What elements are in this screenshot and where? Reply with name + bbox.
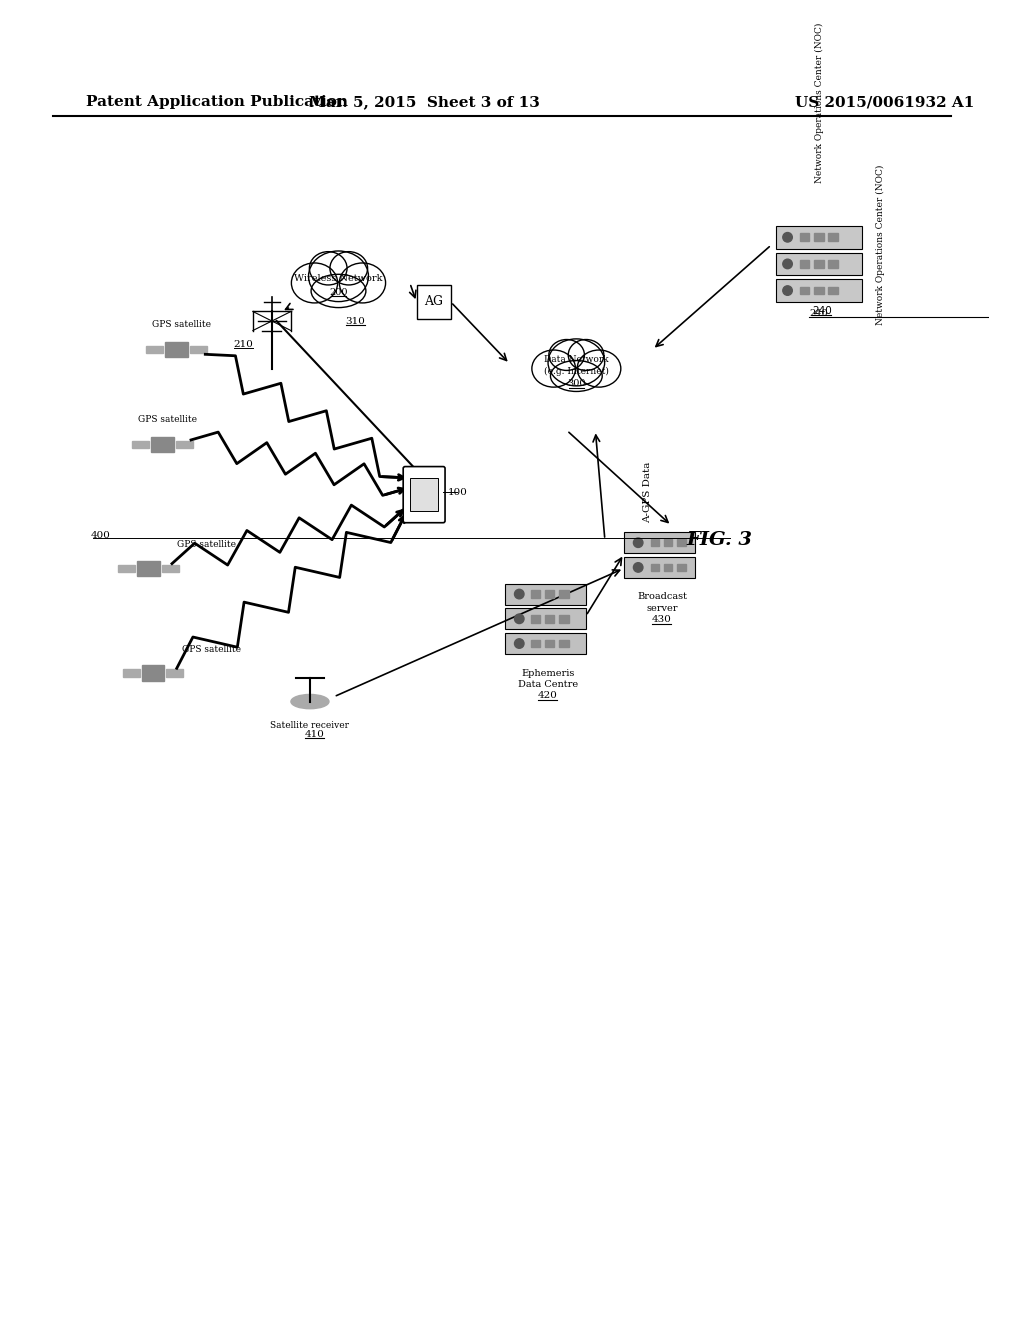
Bar: [664, 564, 673, 572]
Text: Network Operations Center (NOC): Network Operations Center (NOC): [877, 165, 885, 325]
FancyBboxPatch shape: [776, 226, 862, 248]
Bar: [650, 564, 659, 572]
Ellipse shape: [578, 350, 621, 387]
Text: AG: AG: [424, 296, 443, 309]
Ellipse shape: [531, 350, 575, 387]
Text: 300: 300: [567, 379, 586, 388]
Circle shape: [634, 539, 643, 548]
Bar: [664, 539, 673, 546]
Text: 400: 400: [91, 531, 111, 540]
Text: GPS satellite: GPS satellite: [177, 540, 236, 549]
Bar: [650, 539, 659, 546]
Bar: [800, 260, 809, 268]
Bar: [677, 564, 686, 572]
Ellipse shape: [291, 694, 329, 709]
Text: Ephemeris: Ephemeris: [521, 668, 574, 677]
Bar: [165, 342, 188, 358]
Bar: [545, 615, 554, 623]
Bar: [137, 561, 160, 576]
Bar: [828, 260, 838, 268]
Text: server: server: [646, 603, 678, 612]
Bar: [545, 640, 554, 647]
Bar: [814, 234, 823, 242]
Text: Wireless Network: Wireless Network: [294, 273, 383, 282]
FancyBboxPatch shape: [417, 285, 451, 319]
Bar: [800, 234, 809, 242]
Ellipse shape: [548, 339, 604, 385]
FancyBboxPatch shape: [624, 557, 695, 578]
Ellipse shape: [549, 339, 585, 371]
Text: 210: 210: [233, 341, 253, 350]
Bar: [176, 441, 193, 449]
Ellipse shape: [292, 263, 338, 302]
Text: US 2015/0061932 A1: US 2015/0061932 A1: [796, 95, 975, 110]
Ellipse shape: [309, 252, 347, 285]
Circle shape: [514, 639, 524, 648]
Text: Network Operations Center (NOC): Network Operations Center (NOC): [814, 22, 823, 183]
Text: Patent Application Publication: Patent Application Publication: [86, 95, 348, 110]
Bar: [559, 590, 568, 598]
Circle shape: [782, 259, 793, 269]
Text: 310: 310: [346, 317, 366, 326]
Text: GPS satellite: GPS satellite: [152, 319, 211, 329]
FancyBboxPatch shape: [505, 609, 586, 630]
Ellipse shape: [568, 339, 604, 371]
Text: Broadcast: Broadcast: [637, 593, 687, 602]
Text: GPS satellite: GPS satellite: [138, 414, 197, 424]
FancyBboxPatch shape: [403, 466, 445, 523]
Bar: [146, 346, 164, 354]
Circle shape: [782, 286, 793, 296]
Ellipse shape: [339, 263, 386, 302]
Text: 240: 240: [812, 306, 831, 317]
Bar: [530, 615, 541, 623]
Bar: [152, 437, 174, 453]
Bar: [141, 665, 165, 681]
Bar: [530, 640, 541, 647]
Bar: [118, 565, 135, 572]
FancyBboxPatch shape: [505, 634, 586, 653]
Circle shape: [514, 614, 524, 623]
Bar: [123, 669, 139, 677]
Text: 430: 430: [652, 615, 672, 624]
Bar: [800, 286, 809, 294]
FancyBboxPatch shape: [776, 279, 862, 302]
Text: 200: 200: [330, 288, 348, 297]
Bar: [162, 565, 178, 572]
Bar: [190, 346, 207, 354]
Text: Data Centre: Data Centre: [518, 680, 578, 689]
Bar: [559, 615, 568, 623]
Bar: [814, 286, 823, 294]
Text: (e.g. Internet): (e.g. Internet): [544, 367, 609, 376]
Bar: [814, 260, 823, 268]
Ellipse shape: [551, 360, 602, 392]
Ellipse shape: [308, 251, 369, 301]
Ellipse shape: [330, 252, 368, 285]
Circle shape: [634, 562, 643, 572]
Ellipse shape: [311, 275, 366, 308]
Bar: [530, 590, 541, 598]
Bar: [828, 234, 838, 242]
Bar: [166, 669, 183, 677]
Text: A-GPS Data: A-GPS Data: [643, 462, 652, 523]
Bar: [677, 539, 686, 546]
FancyBboxPatch shape: [776, 252, 862, 276]
Text: Satellite receiver: Satellite receiver: [270, 721, 349, 730]
Text: Mar. 5, 2015  Sheet 3 of 13: Mar. 5, 2015 Sheet 3 of 13: [308, 95, 540, 110]
Text: GPS satellite: GPS satellite: [181, 645, 241, 653]
Text: 100: 100: [447, 488, 468, 496]
Text: FIG. 3: FIG. 3: [686, 531, 752, 549]
Text: 420: 420: [538, 692, 558, 701]
Text: 410: 410: [305, 730, 325, 739]
FancyBboxPatch shape: [624, 532, 695, 553]
Bar: [545, 590, 554, 598]
Bar: [828, 286, 838, 294]
Circle shape: [782, 232, 793, 242]
Text: 240: 240: [810, 309, 828, 318]
FancyBboxPatch shape: [410, 478, 438, 511]
Bar: [132, 441, 150, 449]
Text: Data Network: Data Network: [544, 355, 608, 363]
Circle shape: [514, 589, 524, 599]
FancyBboxPatch shape: [505, 583, 586, 605]
Bar: [559, 640, 568, 647]
